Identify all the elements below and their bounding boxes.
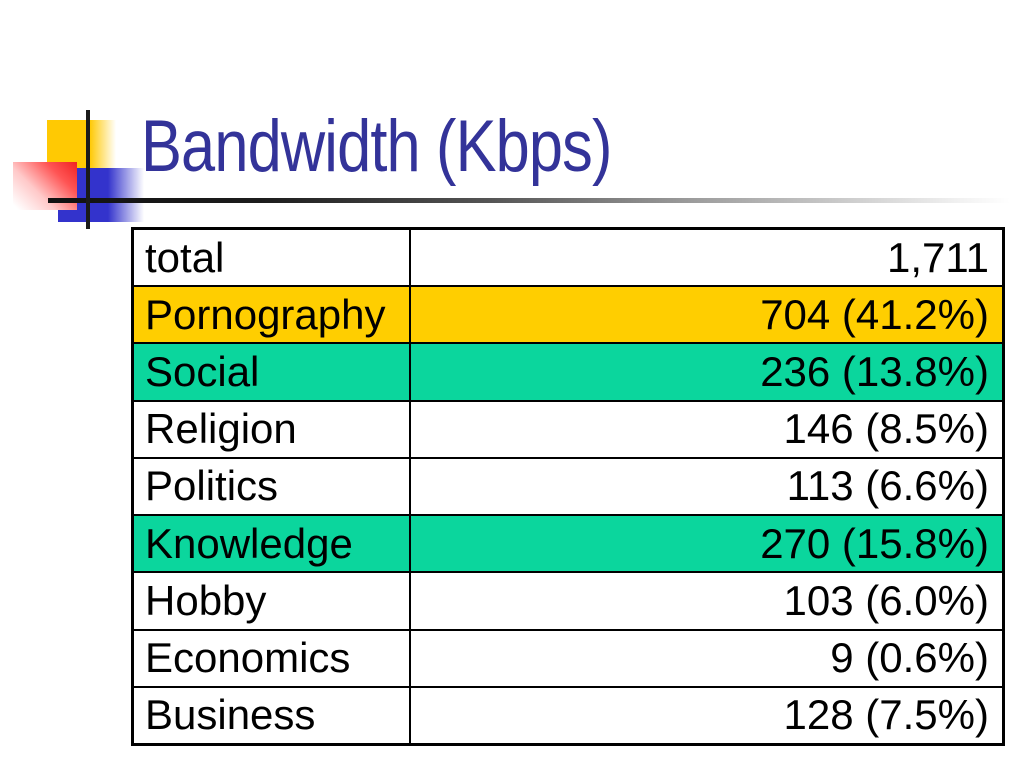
row-value: 236 (13.8%) (760, 348, 989, 396)
row-label: Politics (134, 458, 411, 515)
row-label: Business (134, 687, 411, 743)
table-row: total 1,711 (134, 230, 1002, 288)
row-value: 9 (0.6%) (830, 634, 989, 682)
table-row: Knowledge 270 (15.8%) (134, 516, 1002, 574)
bandwidth-table: total 1,711 Pornography 704 (41.2%) Soci… (131, 227, 1005, 746)
row-label: Economics (134, 630, 411, 686)
row-value: 1,711 (887, 233, 989, 281)
table-row: Business 128 (7.5%) (134, 687, 1002, 743)
row-label: Hobby (134, 573, 411, 629)
table-row: Religion 146 (8.5%) (134, 401, 1002, 459)
row-label: Social (134, 344, 411, 400)
table-row: Social 236 (13.8%) (134, 344, 1002, 402)
row-value: 103 (6.0%) (783, 576, 989, 624)
row-label: Religion (134, 401, 411, 457)
row-value: 113 (6.6%) (786, 462, 989, 510)
row-value: 146 (8.5%) (783, 405, 989, 453)
table-row: Politics 113 (6.6%) (134, 458, 1002, 517)
row-label: total (134, 230, 411, 286)
row-value: 270 (15.8%) (760, 519, 989, 567)
vertical-accent-rule (86, 110, 90, 229)
row-value: 704 (41.2%) (760, 290, 989, 338)
title-underline-rule (48, 198, 1010, 203)
row-value: 128 (7.5%) (783, 691, 989, 739)
table-row: Hobby 103 (6.0%) (134, 573, 1002, 631)
row-label: Knowledge (134, 516, 411, 572)
row-label: Pornography (134, 287, 411, 343)
page-title: Bandwidth (Kbps) (141, 106, 612, 187)
table-row: Pornography 704 (41.2%) (134, 287, 1002, 345)
table-row: Economics 9 (0.6%) (134, 630, 1002, 688)
